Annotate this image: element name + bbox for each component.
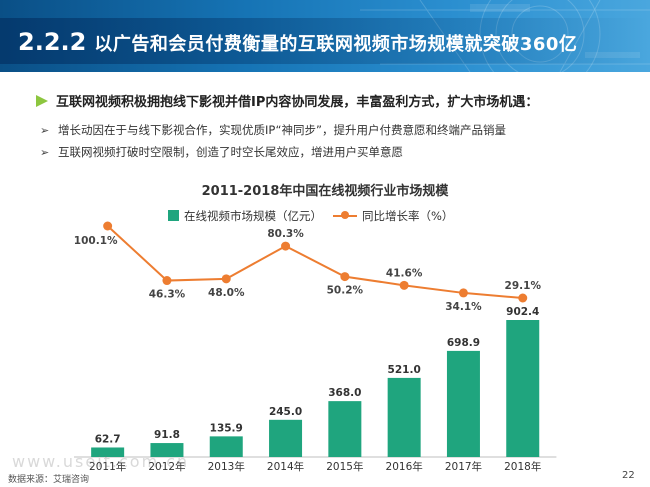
growth-value-label: 34.1% bbox=[445, 301, 482, 313]
growth-point-2017年 bbox=[458, 288, 468, 298]
growth-point-2012年 bbox=[162, 276, 172, 286]
arrow-bullet-icon: ➢ bbox=[40, 124, 50, 137]
growth-point-2013年 bbox=[221, 274, 231, 284]
data-source: 数据来源：艾瑞咨询 bbox=[8, 475, 90, 485]
growth-value-label: 29.1% bbox=[505, 280, 542, 292]
x-tick-label: 2011年 bbox=[89, 460, 126, 473]
x-tick-label: 2017年 bbox=[445, 460, 482, 473]
watermark: www.useit.com.cn bbox=[12, 452, 190, 471]
chart-title: 2011-2018年中国在线视频行业市场规模 bbox=[201, 184, 449, 199]
growth-point-2014年 bbox=[281, 241, 291, 251]
growth-point-2015年 bbox=[340, 272, 350, 282]
bar-2012年 bbox=[150, 443, 184, 457]
growth-value-label: 50.2% bbox=[327, 285, 364, 297]
bar-2018年 bbox=[506, 320, 540, 457]
chart-legend: 在线视频市场规模（亿元） 同比增长率（%） bbox=[0, 207, 650, 225]
legend-item-growth-rate: 同比增长率（%） bbox=[333, 207, 453, 225]
bar-value-label: 698.9 bbox=[447, 337, 480, 349]
growth-value-label: 48.0% bbox=[208, 287, 245, 299]
legend-label: 同比增长率（%） bbox=[362, 209, 454, 223]
bar-value-label: 62.7 bbox=[95, 433, 121, 445]
growth-point-2016年 bbox=[399, 280, 409, 290]
main-bullet: 互联网视频积极拥抱线下影视并借IP内容协同发展，丰富盈利方式，扩大市场机遇： bbox=[36, 92, 538, 114]
sub-bullet-text: 增长动因在于与线下影视合作，实现优质IP“神同步”，提升用户付费意愿和终端产品销… bbox=[58, 123, 506, 137]
bar-2016年 bbox=[387, 377, 421, 457]
bar-2011年 bbox=[91, 447, 125, 457]
main-bullet-text: 互联网视频积极拥抱线下影视并借IP内容协同发展，丰富盈利方式，扩大市场机遇： bbox=[56, 95, 539, 110]
legend-line-swatch bbox=[333, 210, 357, 221]
x-tick-label: 2012年 bbox=[148, 460, 185, 473]
page-title: 2.2.2 以广告和会员付费衡量的互联网视频市场规模就突破360亿 bbox=[18, 26, 577, 58]
sub-bullet-1: ➢ 增长动因在于与线下影视合作，实现优质IP“神同步”，提升用户付费意愿和终端产品… bbox=[40, 121, 506, 139]
growth-value-label: 100.1% bbox=[74, 235, 118, 247]
x-tick-label: 2014年 bbox=[267, 460, 304, 473]
x-tick-label: 2018年 bbox=[504, 460, 541, 473]
bar-2017年 bbox=[446, 350, 480, 457]
legend-item-market-size: 在线视频市场规模（亿元） bbox=[168, 207, 322, 225]
page-number: 22 bbox=[622, 470, 635, 481]
bar-value-label: 245.0 bbox=[269, 406, 302, 418]
growth-value-label: 41.6% bbox=[386, 267, 423, 279]
bar-value-label: 902.4 bbox=[506, 306, 539, 318]
x-tick-label: 2016年 bbox=[386, 460, 423, 473]
bar-2015年 bbox=[328, 401, 362, 457]
bar-value-label: 91.8 bbox=[154, 429, 180, 441]
title-text: 以广告和会员付费衡量的互联网视频市场规模就突破360亿 bbox=[94, 34, 578, 55]
sub-bullet-text: 互联网视频打破时空限制，创造了时空长尾效应，增进用户买单意愿 bbox=[58, 145, 403, 159]
bar-2014年 bbox=[269, 419, 303, 457]
green-arrow-icon bbox=[36, 95, 48, 107]
header-title-band bbox=[0, 18, 650, 64]
growth-value-label: 46.3% bbox=[149, 289, 186, 301]
header-banner: 2.2.2 以广告和会员付费衡量的互联网视频市场规模就突破360亿 bbox=[0, 0, 650, 72]
sub-bullet-2: ➢ 互联网视频打破时空限制，创造了时空长尾效应，增进用户买单意愿 bbox=[40, 143, 403, 161]
section-number: 2.2.2 bbox=[18, 28, 87, 56]
x-tick-label: 2013年 bbox=[208, 460, 245, 473]
bar-2013年 bbox=[209, 436, 243, 457]
arrow-bullet-icon: ➢ bbox=[40, 146, 50, 159]
bar-value-label: 521.0 bbox=[388, 364, 421, 376]
bar-value-label: 368.0 bbox=[328, 387, 361, 399]
growth-value-label: 80.3% bbox=[267, 228, 304, 240]
legend-label: 在线视频市场规模（亿元） bbox=[184, 209, 322, 223]
growth-point-2018年 bbox=[518, 293, 528, 303]
x-tick-label: 2015年 bbox=[326, 460, 363, 473]
growth-rate-line bbox=[106, 225, 523, 299]
legend-bar-swatch bbox=[168, 210, 179, 221]
bar-value-label: 135.9 bbox=[210, 422, 243, 434]
growth-point-2011年 bbox=[103, 221, 113, 231]
